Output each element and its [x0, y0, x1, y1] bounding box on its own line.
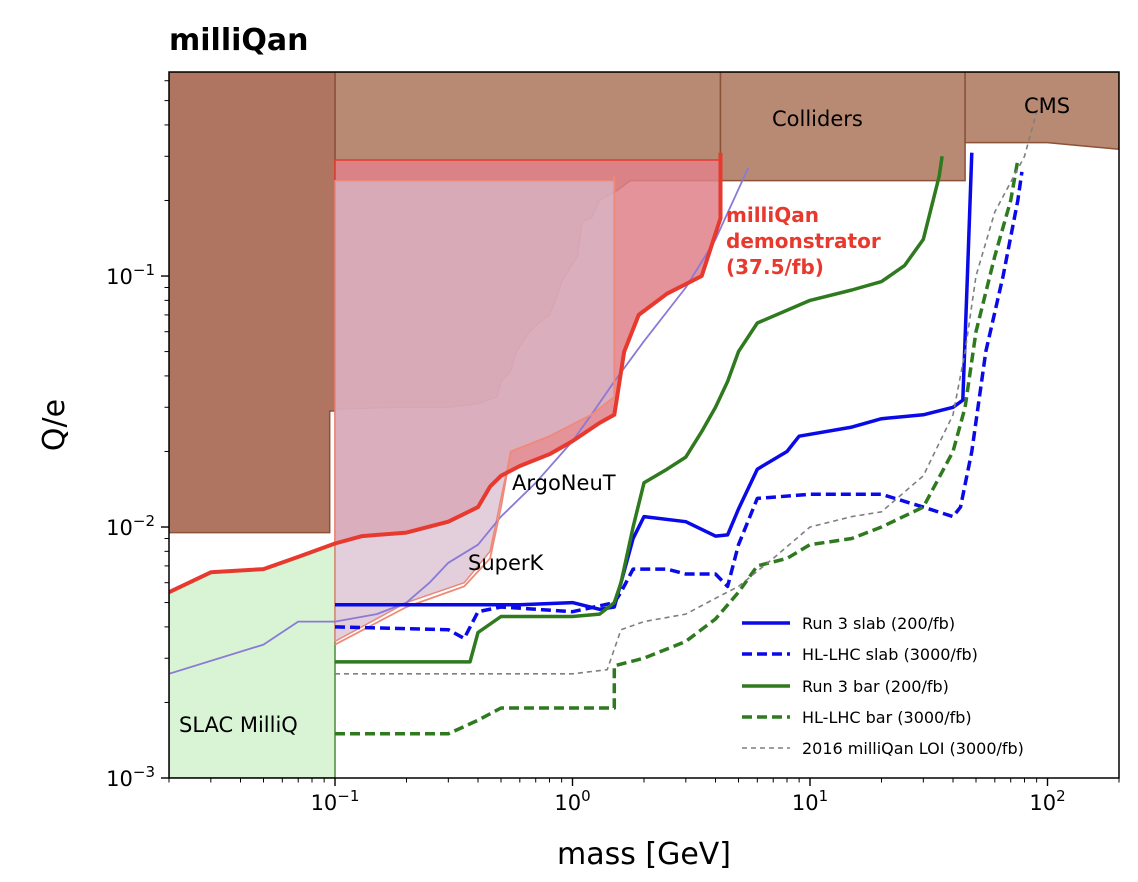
series-milliqan-demonstrator — [169, 152, 723, 595]
region-cms — [964, 72, 1119, 150]
axis-ticks: 10−1 100 101 102 10−3 10−2 10−1 — [106, 80, 1120, 815]
demo-label-1: milliQan — [726, 203, 819, 227]
legend-label-1: HL-LHC slab (3000/fb) — [802, 645, 978, 664]
legend-label-3: HL-LHC bar (3000/fb) — [802, 708, 972, 727]
demo-label-2: demonstrator — [726, 229, 881, 253]
x-axis-label: mass [GeV] — [557, 837, 731, 872]
series-argoneut — [169, 167, 750, 675]
chart-title: milliQan — [169, 23, 309, 58]
series-hl-lhc-slab — [334, 171, 1024, 641]
series-run-3-bar — [335, 156, 944, 664]
legend-label-0: Run 3 slab (200/fb) — [802, 614, 955, 633]
cms-label: CMS — [1024, 94, 1070, 118]
slac-label: SLAC MilliQ — [179, 713, 298, 737]
legend-label-4: 2016 milliQan LOI (3000/fb) — [802, 739, 1024, 758]
region-early-bound — [169, 72, 336, 534]
colliders-label: Colliders — [772, 107, 863, 131]
x-tick-label-0: 10−1 — [311, 787, 360, 815]
y-tick-label-0: 10−3 — [106, 763, 155, 791]
excluded-regions — [169, 72, 1119, 778]
limit-curves — [169, 111, 1038, 736]
region-colliders-high — [719, 72, 966, 182]
y-tick-label-1: 10−2 — [106, 512, 155, 540]
x-tick-label-1: 100 — [554, 787, 590, 815]
legend-label-2: Run 3 bar (200/fb) — [802, 677, 949, 696]
legend: Run 3 slab (200/fb) HL-LHC slab (3000/fb… — [742, 614, 1024, 758]
demo-label-3: (37.5/fb) — [726, 255, 824, 279]
x-tick-label-2: 101 — [792, 787, 828, 815]
superk-label: SuperK — [468, 551, 545, 575]
y-axis-label: Q/e — [37, 399, 72, 451]
argoneut-label: ArgoNeuT — [512, 471, 616, 495]
series-superk — [334, 176, 616, 646]
y-tick-label-2: 10−1 — [106, 261, 155, 289]
series-hl-lhc-bar — [335, 159, 1020, 736]
x-tick-label-3: 102 — [1029, 787, 1065, 815]
